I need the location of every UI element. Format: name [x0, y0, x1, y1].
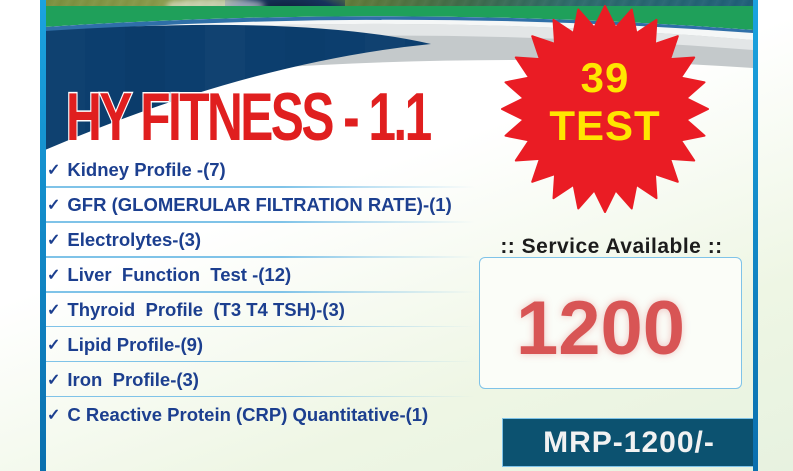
svg-text:39: 39 [581, 54, 630, 101]
svg-text:TEST: TEST [549, 102, 660, 149]
